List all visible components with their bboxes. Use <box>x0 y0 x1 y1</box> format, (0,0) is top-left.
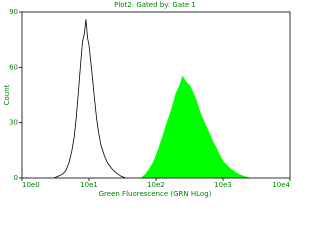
x-tick-label: 10e1 <box>80 181 98 189</box>
y-tick-label: 0 <box>14 174 18 182</box>
y-tick-label: 90 <box>9 8 18 16</box>
y-axis-label: Count <box>3 84 11 105</box>
chart: Plot2: Gated by: Gate 1 Green Fluorescen… <box>0 0 300 200</box>
background <box>0 0 300 200</box>
x-axis-label: Green Fluorescence (GRN HLog) <box>99 190 212 198</box>
x-tick-label: 10e4 <box>272 181 290 189</box>
x-tick-label: 10e2 <box>147 181 165 189</box>
chart-title: Plot2: Gated by: Gate 1 <box>114 1 196 9</box>
x-tick-label: 10e0 <box>22 181 40 189</box>
x-tick-label: 10e3 <box>214 181 232 189</box>
histogram-line <box>53 19 126 179</box>
y-tick-label: 30 <box>9 119 18 127</box>
histogram-area <box>140 75 250 179</box>
y-tick-label: 60 <box>9 63 18 71</box>
